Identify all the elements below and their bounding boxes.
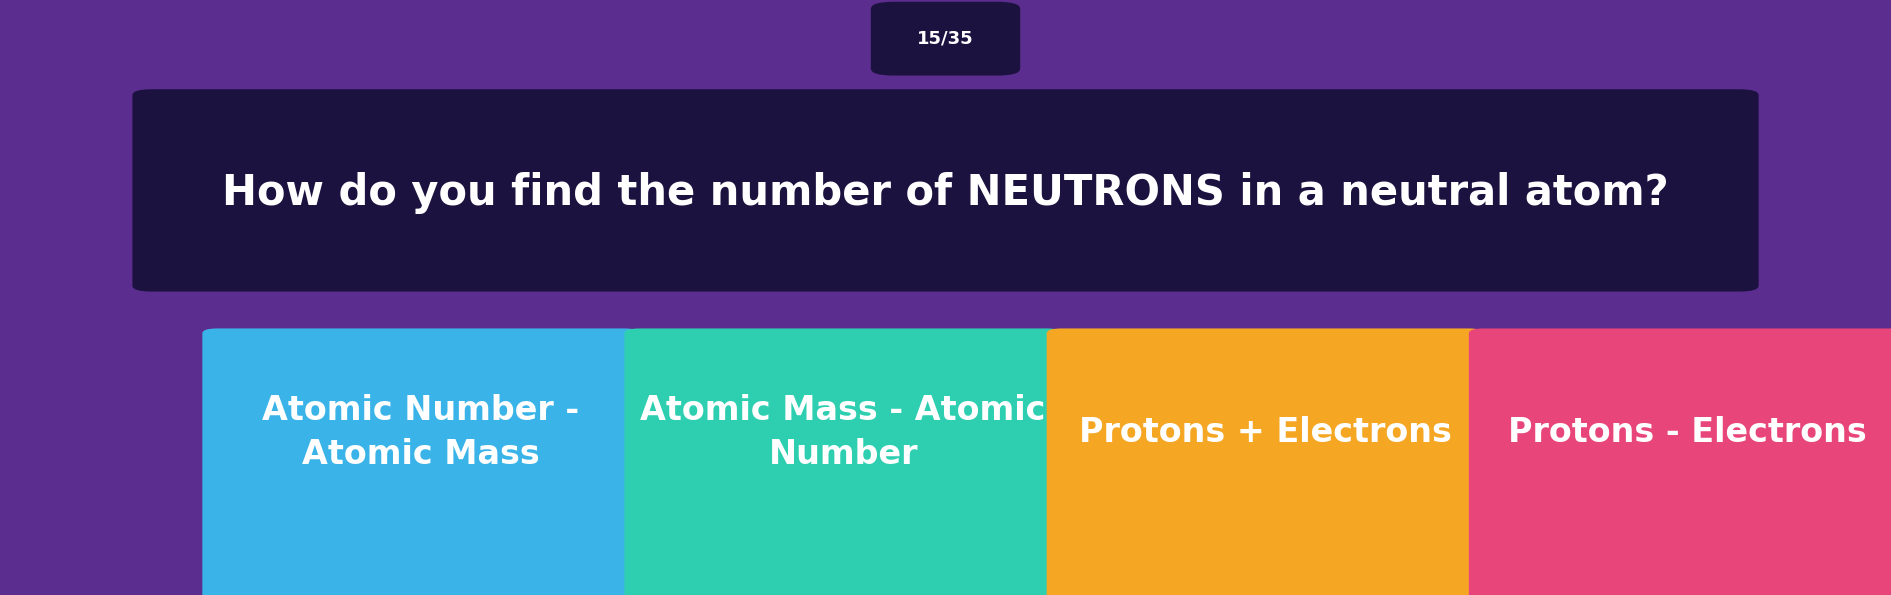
Text: Protons - Electrons: Protons - Electrons <box>1509 416 1866 449</box>
FancyBboxPatch shape <box>132 89 1759 292</box>
Text: How do you find the number of NEUTRONS in a neutral atom?: How do you find the number of NEUTRONS i… <box>221 173 1670 214</box>
FancyBboxPatch shape <box>202 328 639 595</box>
Text: 15/35: 15/35 <box>917 30 974 48</box>
Text: Atomic Number -
Atomic Mass: Atomic Number - Atomic Mass <box>263 394 579 471</box>
FancyBboxPatch shape <box>1469 328 1891 595</box>
FancyBboxPatch shape <box>624 328 1063 595</box>
Text: Atomic Mass - Atomic
Number: Atomic Mass - Atomic Number <box>641 394 1046 471</box>
FancyBboxPatch shape <box>1048 328 1484 595</box>
FancyBboxPatch shape <box>870 2 1021 76</box>
Text: Protons + Electrons: Protons + Electrons <box>1080 416 1452 449</box>
